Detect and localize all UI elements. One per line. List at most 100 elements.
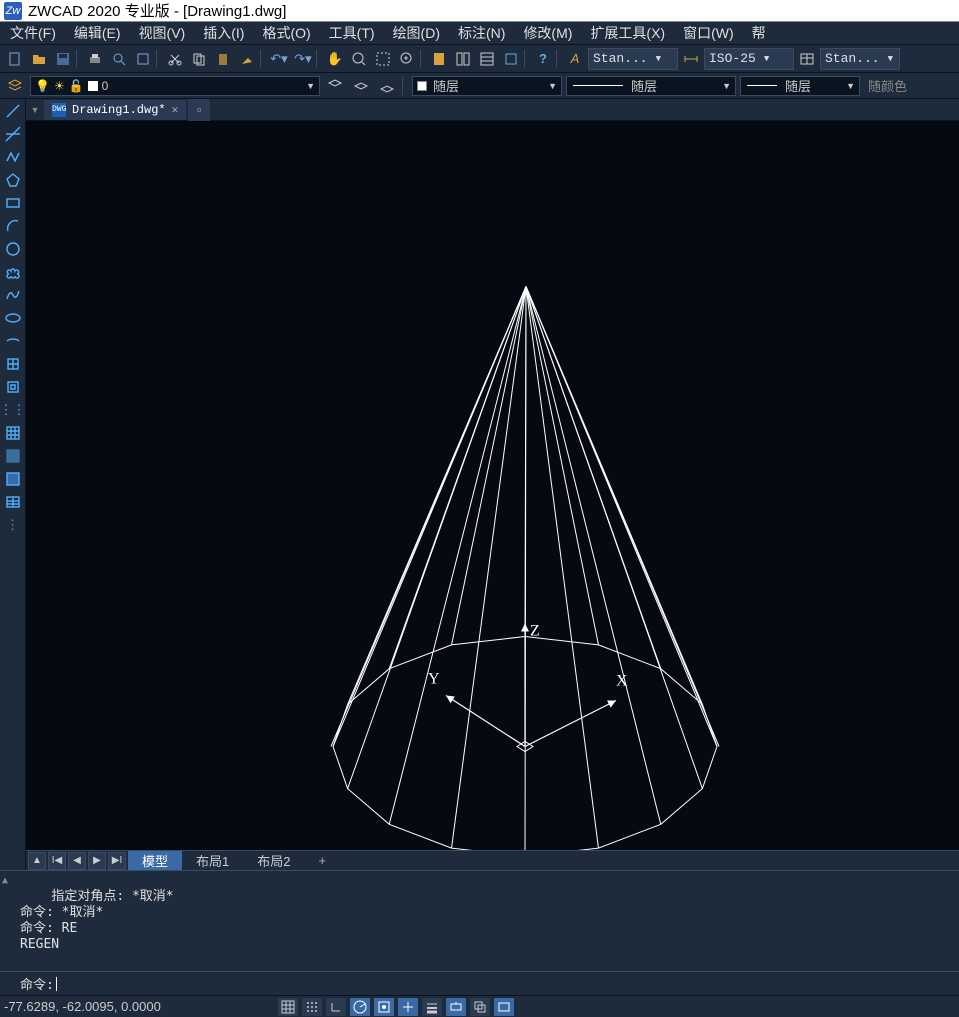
open-button[interactable] bbox=[28, 48, 50, 70]
tool-palettes-button[interactable] bbox=[452, 48, 474, 70]
polygon-tool[interactable] bbox=[2, 170, 24, 190]
doc-tab-close[interactable]: ✕ bbox=[172, 103, 179, 117]
arc-tool[interactable] bbox=[2, 216, 24, 236]
menu-window[interactable]: 窗口(W) bbox=[679, 21, 738, 45]
revcloud-tool[interactable] bbox=[2, 262, 24, 282]
tab-next[interactable]: ▶ bbox=[88, 852, 106, 870]
plotstyle-label: 随颜色 bbox=[864, 76, 934, 96]
layer-states-button[interactable] bbox=[350, 75, 372, 97]
redo-button[interactable]: ↷▾ bbox=[292, 48, 314, 70]
model-btn[interactable] bbox=[494, 998, 514, 1016]
properties-button[interactable] bbox=[476, 48, 498, 70]
tab-add[interactable]: + bbox=[304, 851, 340, 871]
text-style-dropdown[interactable]: Stan...▼ bbox=[588, 48, 678, 70]
point-tool[interactable]: ⋮⋮ bbox=[2, 400, 24, 420]
calc-button[interactable] bbox=[428, 48, 450, 70]
dyn-btn[interactable] bbox=[446, 998, 466, 1016]
lineweight-value: 随层 bbox=[785, 76, 811, 95]
dim-style-dropdown[interactable]: ISO-25▼ bbox=[704, 48, 794, 70]
paste-button[interactable] bbox=[212, 48, 234, 70]
command-expand[interactable]: ▲ bbox=[2, 873, 16, 887]
osnap-btn[interactable] bbox=[374, 998, 394, 1016]
design-center-button[interactable] bbox=[500, 48, 522, 70]
lineweight-dropdown[interactable]: 随层 ▼ bbox=[740, 76, 860, 96]
layer-iso-button[interactable] bbox=[376, 75, 398, 97]
save-button[interactable] bbox=[52, 48, 74, 70]
pan-button[interactable]: ✋ bbox=[324, 48, 346, 70]
tab-layout1[interactable]: 布局1 bbox=[182, 851, 243, 871]
scroll-up[interactable]: ▲ bbox=[28, 852, 46, 870]
new-button[interactable] bbox=[4, 48, 26, 70]
menu-edit[interactable]: 编辑(E) bbox=[70, 21, 125, 45]
ellipse-arc-tool[interactable] bbox=[2, 331, 24, 351]
table-style-icon[interactable] bbox=[796, 48, 818, 70]
tab-first[interactable]: I◀ bbox=[48, 852, 66, 870]
otrack-btn[interactable] bbox=[398, 998, 418, 1016]
command-panel: ▲指定对角点: *取消* 命令: *取消* 命令: RE REGEN 命令: bbox=[0, 870, 959, 995]
polar-btn[interactable] bbox=[350, 998, 370, 1016]
polyline-tool[interactable] bbox=[2, 147, 24, 167]
menu-dimension[interactable]: 标注(N) bbox=[454, 21, 509, 45]
ellipse-tool[interactable] bbox=[2, 308, 24, 328]
zoom-prev-button[interactable] bbox=[396, 48, 418, 70]
publish-button[interactable] bbox=[132, 48, 154, 70]
doc-tab-new[interactable]: ▫ bbox=[188, 99, 210, 121]
menu-modify[interactable]: 修改(M) bbox=[519, 21, 576, 45]
color-dropdown[interactable]: 随层 ▼ bbox=[412, 76, 562, 96]
grid-btn[interactable] bbox=[302, 998, 322, 1016]
tab-layout2[interactable]: 布局2 bbox=[243, 851, 304, 871]
layer-name: 0 bbox=[102, 79, 109, 93]
menu-tools[interactable]: 工具(T) bbox=[325, 21, 379, 45]
cycle-btn[interactable] bbox=[470, 998, 490, 1016]
drawing-canvas[interactable]: XYZ bbox=[26, 121, 959, 850]
zoom-realtime-button[interactable] bbox=[348, 48, 370, 70]
tab-last[interactable]: ▶I bbox=[108, 852, 126, 870]
insert-block-tool[interactable] bbox=[2, 354, 24, 374]
viewport-svg: XYZ bbox=[26, 121, 959, 850]
layer-sun-icon: ☀ bbox=[54, 79, 65, 93]
table-tool[interactable] bbox=[2, 492, 24, 512]
undo-button[interactable]: ↶▾ bbox=[268, 48, 290, 70]
match-button[interactable] bbox=[236, 48, 258, 70]
region-tool[interactable] bbox=[2, 469, 24, 489]
menu-help[interactable]: 帮 bbox=[748, 21, 770, 45]
table-style-dropdown[interactable]: Stan...▼ bbox=[820, 48, 900, 70]
xline-tool[interactable] bbox=[2, 124, 24, 144]
lwt-btn[interactable] bbox=[422, 998, 442, 1016]
menu-format[interactable]: 格式(O) bbox=[258, 21, 314, 45]
tab-model[interactable]: 模型 bbox=[128, 851, 182, 871]
cut-button[interactable] bbox=[164, 48, 186, 70]
menu-view[interactable]: 视图(V) bbox=[135, 21, 190, 45]
line-tool[interactable] bbox=[2, 101, 24, 121]
text-style-icon[interactable]: A bbox=[564, 48, 586, 70]
layer-prev-button[interactable] bbox=[324, 75, 346, 97]
more-tools[interactable]: ⋮ bbox=[2, 515, 24, 535]
layer-manager-button[interactable] bbox=[4, 75, 26, 97]
dim-style-icon[interactable] bbox=[680, 48, 702, 70]
menu-draw[interactable]: 绘图(D) bbox=[389, 21, 444, 45]
help-button[interactable]: ? bbox=[532, 48, 554, 70]
circle-tool[interactable] bbox=[2, 239, 24, 259]
ortho-btn[interactable] bbox=[326, 998, 346, 1016]
command-prompt: 命令: bbox=[20, 974, 54, 993]
gradient-tool[interactable] bbox=[2, 446, 24, 466]
menu-file[interactable]: 文件(F) bbox=[6, 21, 60, 45]
doc-tab-menu[interactable]: ▼ bbox=[28, 99, 42, 121]
layer-dropdown[interactable]: 💡 ☀ 🔓 0 ▼ bbox=[30, 76, 320, 96]
menu-extended[interactable]: 扩展工具(X) bbox=[586, 21, 669, 45]
linetype-dropdown[interactable]: 随层 ▼ bbox=[566, 76, 736, 96]
menu-insert[interactable]: 插入(I) bbox=[199, 21, 248, 45]
make-block-tool[interactable] bbox=[2, 377, 24, 397]
snap-grid-btn[interactable] bbox=[278, 998, 298, 1016]
layout-tabs: ▲ I◀ ◀ ▶ ▶I 模型 布局1 布局2 + bbox=[26, 850, 959, 870]
preview-button[interactable] bbox=[108, 48, 130, 70]
tab-prev[interactable]: ◀ bbox=[68, 852, 86, 870]
hatch-tool[interactable] bbox=[2, 423, 24, 443]
doc-tab-active[interactable]: DWG Drawing1.dwg* ✕ bbox=[44, 100, 186, 120]
print-button[interactable] bbox=[84, 48, 106, 70]
zoom-window-button[interactable] bbox=[372, 48, 394, 70]
command-line[interactable]: 命令: bbox=[0, 971, 959, 995]
spline-tool[interactable] bbox=[2, 285, 24, 305]
rectangle-tool[interactable] bbox=[2, 193, 24, 213]
copy-button[interactable] bbox=[188, 48, 210, 70]
